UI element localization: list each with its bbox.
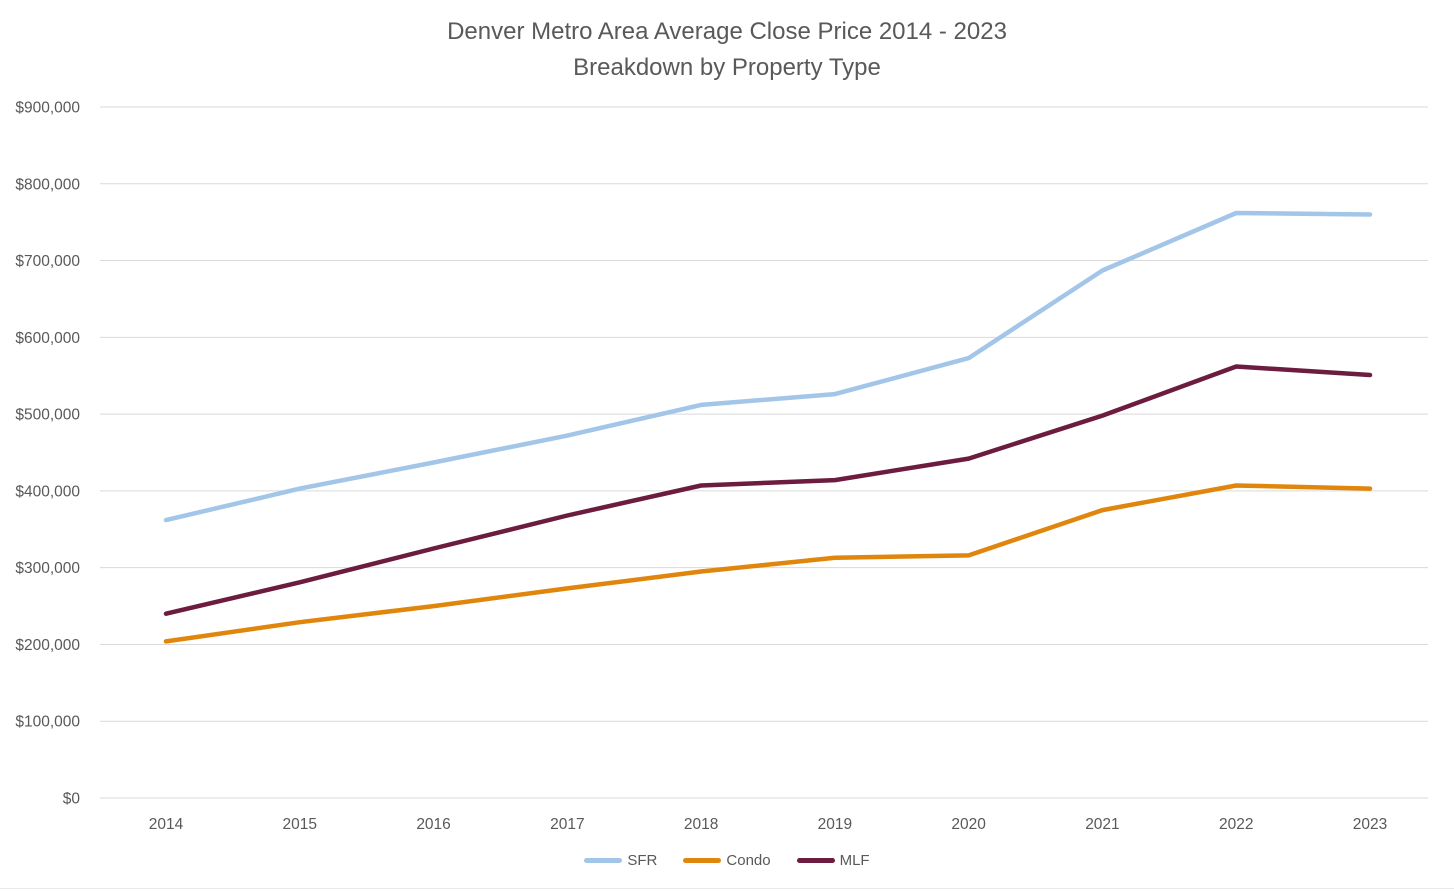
x-axis-tick-label: 2023 (1353, 816, 1387, 833)
x-axis-tick-label: 2014 (149, 816, 184, 833)
chart-legend: SFR Condo MLF (0, 852, 1454, 869)
series-line-mlf (163, 364, 1373, 616)
legend-swatch-sfr-icon (584, 858, 623, 863)
x-axis-tick-label: 2022 (1219, 816, 1253, 833)
y-axis-tick-label: $900,000 (15, 100, 80, 117)
series-line-condo (163, 483, 1373, 644)
legend-item-condo: Condo (683, 852, 771, 869)
x-axis-tick-label: 2018 (684, 816, 718, 833)
legend-item-sfr: SFR (584, 852, 657, 869)
chart-title-line2: Breakdown by Property Type (573, 54, 881, 81)
legend-swatch-condo-icon (683, 858, 722, 863)
legend-swatch-mlf-icon (796, 858, 835, 863)
y-axis-tick-label: $600,000 (15, 330, 80, 347)
y-axis-tick-label: $0 (63, 791, 81, 808)
x-axis-tick-label: 2017 (550, 816, 584, 833)
y-axis-tick-label: $700,000 (15, 253, 80, 270)
y-axis-tick-label: $800,000 (15, 176, 80, 193)
y-axis-tick-label: $100,000 (15, 714, 80, 731)
legend-label-sfr: SFR (627, 852, 658, 869)
legend-label-condo: Condo (726, 852, 771, 869)
legend-item-mlf: MLF (796, 852, 870, 869)
y-axis-tick-label: $200,000 (15, 637, 80, 654)
y-axis-tick-label: $300,000 (15, 560, 80, 577)
legend-label-mlf: MLF (839, 852, 870, 869)
chart-bottom-border (0, 888, 1454, 889)
x-axis-tick-label: 2020 (951, 816, 986, 833)
y-axis-tick-label: $500,000 (15, 407, 80, 424)
series-line-sfr (163, 210, 1373, 523)
y-axis-tick-label: $400,000 (15, 483, 80, 500)
x-axis-tick-label: 2015 (283, 816, 317, 833)
chart-title: Denver Metro Area Average Close Price 20… (0, 14, 1454, 86)
x-axis-tick-label: 2019 (818, 816, 852, 833)
x-axis-tick-label: 2021 (1085, 816, 1119, 833)
x-axis-tick-label: 2016 (416, 816, 450, 833)
chart-title-line1: Denver Metro Area Average Close Price 20… (447, 18, 1007, 45)
